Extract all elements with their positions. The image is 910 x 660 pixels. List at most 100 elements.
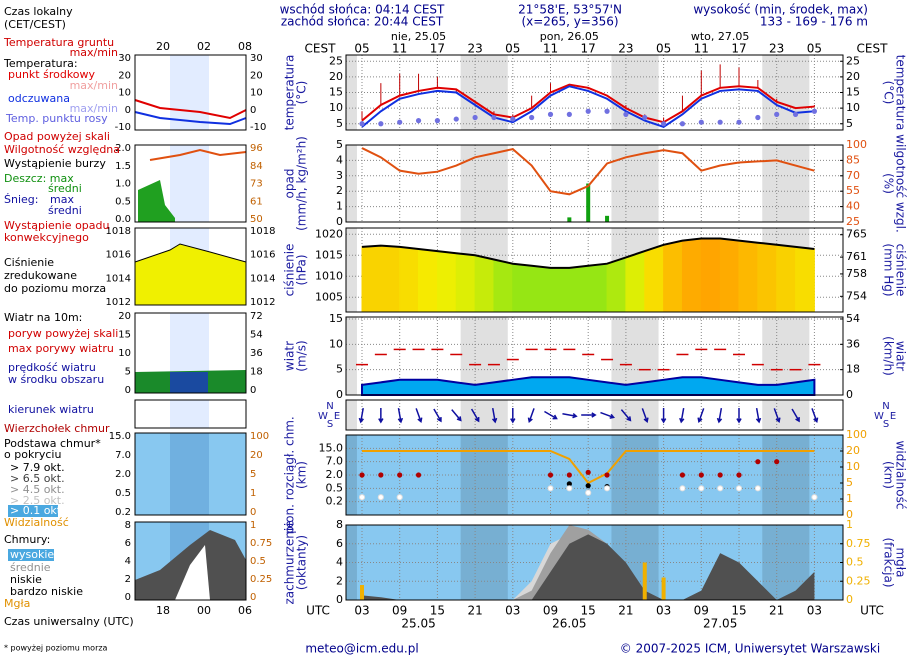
y2-tick-label: 36 — [846, 337, 860, 350]
legend-tick-label: 0 — [250, 592, 256, 603]
y2-tick-label: 15 — [846, 86, 860, 99]
wind-arrow — [641, 408, 649, 423]
y2-axis-label: (%) — [882, 173, 896, 194]
y-tick-label: 1005 — [315, 290, 343, 303]
cest-hour: 05 — [354, 42, 369, 56]
legend-tick-label: 1014 — [250, 273, 275, 284]
legend-tick-label: 6 — [125, 538, 131, 549]
legend-text: odczuwana — [8, 92, 70, 105]
y-axis-label: (km) — [295, 461, 309, 489]
legend-frame — [134, 312, 247, 394]
series-dot — [754, 485, 761, 492]
night-band — [346, 317, 357, 395]
pressure-fill — [531, 265, 551, 313]
legend-text: Wilgotność względna — [4, 143, 120, 156]
legend-frame — [134, 144, 247, 223]
panel-frame — [345, 54, 844, 131]
legend-highlight — [8, 505, 58, 517]
y2-tick-label: 0 — [846, 508, 853, 521]
panel-frame — [345, 434, 844, 516]
series-dot — [566, 472, 572, 478]
compass-letter: E — [890, 411, 896, 422]
legend-tick-label: 5 — [250, 469, 256, 480]
y2-axis-label: (km) — [882, 461, 896, 489]
wind-arrow — [470, 408, 480, 423]
wind-arrow — [358, 407, 364, 424]
legend-text: max/min — [70, 79, 118, 92]
y2-axis-label: ciśnienie — [894, 244, 908, 297]
series-dot — [566, 111, 572, 117]
legend-wind-fill2 — [170, 372, 208, 393]
legend-text: do poziomu morza — [4, 282, 106, 295]
y2-tick-label: 25 — [846, 215, 860, 228]
series-line — [362, 450, 815, 485]
cest-hour: 17 — [430, 42, 445, 56]
legend-temp-line2 — [134, 111, 247, 126]
series-dot — [547, 485, 554, 492]
series-bar — [586, 183, 591, 222]
wind-arrow — [736, 408, 742, 424]
pressure-fill — [380, 245, 401, 313]
y2-tick-label: 5 — [846, 117, 853, 130]
night-band — [346, 228, 357, 312]
cest-hour: 11 — [694, 42, 709, 56]
wind-arrow — [491, 407, 498, 424]
legend-hour: 18 — [156, 604, 170, 617]
pressure-fill — [568, 265, 589, 313]
legend-tick-label: 8 — [125, 520, 131, 531]
cest-label: CEST — [305, 42, 337, 56]
legend-frame — [134, 521, 247, 601]
legend-frame — [134, 399, 247, 429]
utc-hour: 09 — [543, 604, 558, 618]
compass-letter: W — [874, 411, 884, 422]
legend-tick-label: 84 — [250, 161, 263, 172]
y2-tick-label: 0 — [846, 388, 853, 401]
legend-text: średni — [48, 204, 82, 217]
legend-tick-label: 0 — [250, 507, 256, 518]
series-dot — [397, 119, 403, 125]
legend-text: max/min — [70, 102, 118, 115]
y-axis-label: (oktanty) — [295, 535, 309, 590]
y-tick-label: 1015 — [315, 248, 343, 261]
legend-tick-label: 4 — [125, 556, 131, 567]
series-dot — [378, 121, 384, 127]
y-axis-label: (mm/h, kg/m²h) — [295, 136, 309, 231]
legend-tick-label: 1018 — [106, 226, 131, 237]
legend-frame — [134, 54, 247, 131]
header-text: 133 - 169 - 176 m — [760, 15, 868, 29]
pressure-fill — [776, 244, 797, 313]
series-area — [362, 534, 815, 600]
series-dot — [358, 494, 366, 501]
series-bar — [661, 577, 666, 600]
legend-tick-label: 0.5 — [115, 196, 131, 207]
y-tick-label: 10 — [329, 337, 343, 350]
legend-text: Mgła — [4, 597, 30, 610]
compass-letter: W — [318, 411, 328, 422]
y-axis-label: wiatr — [283, 341, 297, 371]
legend-tick-label: 0 — [125, 105, 131, 116]
y2-tick-label: 10 — [846, 101, 860, 114]
y2-tick-label: 10 — [846, 460, 860, 473]
legend-text: Wystąpienie burzy — [4, 157, 106, 170]
legend-band — [170, 400, 209, 428]
legend-tick-label: 1 — [250, 520, 256, 531]
y-tick-label: 5 — [336, 117, 343, 130]
series-dot — [736, 119, 742, 125]
wind-arrow — [378, 408, 384, 424]
pressure-fill — [738, 240, 759, 313]
legend-tick-label: 73 — [250, 179, 263, 190]
series-dot — [434, 118, 440, 124]
night-band — [346, 435, 357, 515]
wind-arrow — [716, 407, 723, 424]
utc-hour: 03 — [807, 604, 822, 618]
y-axis-label: (°C) — [295, 81, 309, 105]
y2-axis-label: widzialność — [894, 441, 908, 510]
legend-text: Temperatura: — [3, 57, 78, 70]
series-dot — [661, 121, 667, 127]
y2-tick-label: 20 — [846, 444, 860, 457]
legend-text: średni — [48, 182, 82, 195]
legend-text: > 0.1 okt. — [10, 504, 65, 517]
y2-axis-label: (km/h) — [882, 336, 896, 376]
night-band — [611, 400, 659, 430]
panel-frame — [345, 316, 844, 396]
